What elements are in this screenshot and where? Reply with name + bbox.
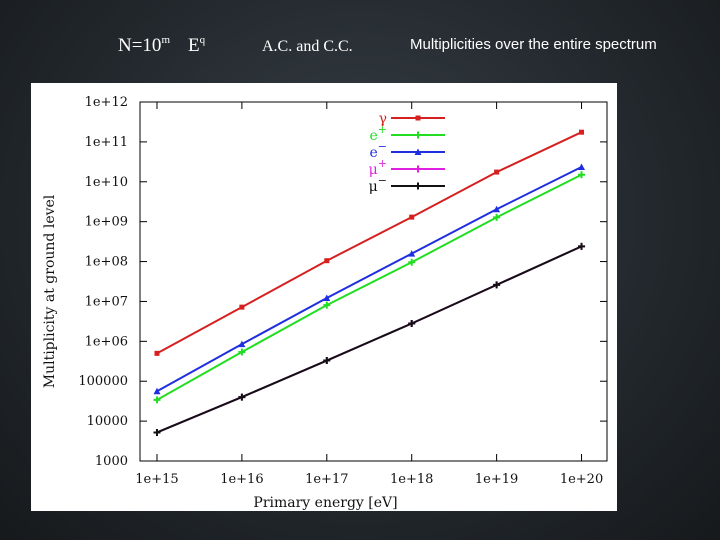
plot-frame [139,101,608,462]
y-tick-label: 100000 [78,374,128,389]
series-point-2 [578,163,586,170]
x-tick-label: 1e+15 [135,472,178,487]
x-axis-label: Primary energy [eV] [253,495,397,511]
y-tick-label: 1e+11 [85,135,128,150]
legend-marker-1 [414,131,422,139]
series-point-0 [579,129,585,135]
series-line-0 [156,131,582,355]
series-point-0 [409,214,415,220]
legend-marker-0 [415,115,421,121]
series-point-2 [153,387,161,395]
legend-marker-3 [414,165,422,173]
x-tick-label: 1e+20 [560,472,603,487]
y-tick-label: 1e+10 [85,175,128,190]
formula-base: N=10 [118,35,162,56]
series-point-4 [323,357,331,365]
series-point-2 [238,340,246,348]
series-line-4 [156,245,582,434]
y-tick-label: 1e+08 [85,255,128,270]
multiplicity-chart: 1000 10000 100000 1e+06 1e+07 1e+08 1e+09 1e+10… [42,95,608,511]
y-tick-label: 1e+12 [85,95,128,110]
y-tick-label: 1e+06 [85,334,128,349]
series-point-1 [323,301,331,309]
y-tick-label: 1e+09 [85,215,128,230]
series-point-1 [578,171,586,179]
series-point-2 [493,205,501,213]
slide-title: Multiplicities over the entire spectrum [410,36,657,53]
series-point-0 [494,169,500,175]
series-point-1 [493,213,501,221]
formula-exp-e: q [199,34,206,46]
series-point-1 [153,396,161,404]
legend-marker-2 [414,148,422,155]
legend-label-0: γ [379,111,387,127]
x-tick-label: 1e+17 [305,472,348,487]
slide-formula: N=10m Eq [118,34,205,57]
formula-exp-n: m [161,34,170,46]
formula-e: E [188,35,200,56]
slide-header: N=10m Eq A.C. and C.C. Multiplicities ove… [0,30,720,70]
series-point-4 [238,393,246,401]
chart-panel: 1000 10000 100000 1e+06 1e+07 1e+08 1e+09 1e+10… [31,83,617,511]
y-tick-label: 1000 [95,454,128,469]
series-point-2 [323,294,331,301]
series-point-4 [578,242,586,250]
x-tick-label: 1e+18 [390,472,433,487]
series-point-0 [239,304,245,310]
series-point-1 [408,258,416,266]
series-point-0 [324,258,330,264]
series-point-1 [238,348,246,356]
y-axis-label: Multiplicity at ground level [42,194,58,388]
y-tick-label: 1e+07 [85,294,128,309]
series-line-1 [156,173,582,401]
series-point-4 [408,319,416,327]
slide-subtitle: A.C. and C.C. [262,38,353,55]
legend-marker-4 [414,182,422,190]
x-tick-label: 1e+19 [475,472,518,487]
y-tick-label: 10000 [87,414,128,429]
series-point-4 [493,281,501,289]
series-point-4 [153,428,161,436]
series-line-2 [156,166,582,393]
series-point-2 [408,250,416,257]
x-tick-label: 1e+16 [220,472,263,487]
series-point-0 [154,350,160,356]
